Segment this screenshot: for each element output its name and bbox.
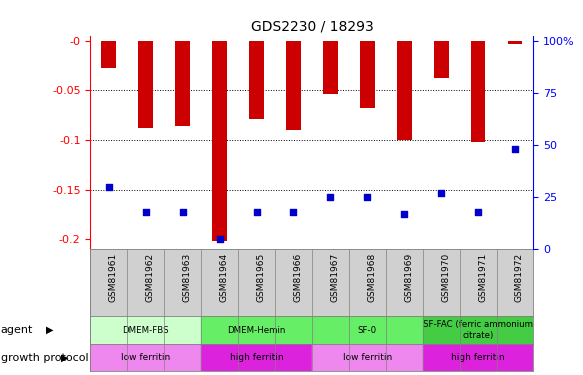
Bar bbox=[423, 316, 533, 344]
Text: SF-0: SF-0 bbox=[358, 326, 377, 334]
Bar bbox=[201, 316, 312, 344]
Text: GSM81963: GSM81963 bbox=[182, 252, 192, 302]
Text: low ferritin: low ferritin bbox=[121, 353, 170, 362]
Text: agent: agent bbox=[1, 325, 33, 335]
Bar bbox=[249, 40, 264, 119]
Text: DMEM-Hemin: DMEM-Hemin bbox=[227, 326, 286, 334]
Text: DMEM-FBS: DMEM-FBS bbox=[122, 326, 169, 334]
Bar bbox=[138, 40, 153, 128]
Point bbox=[178, 209, 187, 214]
Point bbox=[252, 209, 261, 214]
Point bbox=[215, 236, 224, 242]
Text: GSM81969: GSM81969 bbox=[404, 252, 413, 302]
Text: GSM81967: GSM81967 bbox=[331, 252, 339, 302]
Bar bbox=[101, 40, 116, 68]
Text: GSM81971: GSM81971 bbox=[478, 252, 487, 302]
Point bbox=[141, 209, 150, 214]
Bar bbox=[212, 40, 227, 241]
Point bbox=[510, 146, 519, 152]
Bar bbox=[312, 316, 423, 344]
Text: GSM81968: GSM81968 bbox=[367, 252, 376, 302]
Point bbox=[289, 209, 298, 214]
Text: GSM81966: GSM81966 bbox=[293, 252, 303, 302]
Bar bbox=[312, 344, 423, 371]
Bar bbox=[201, 344, 312, 371]
Text: GSM81965: GSM81965 bbox=[257, 252, 265, 302]
Text: GSM81964: GSM81964 bbox=[220, 252, 229, 302]
Text: high ferritin: high ferritin bbox=[230, 353, 283, 362]
Text: high ferritin: high ferritin bbox=[451, 353, 505, 362]
Bar bbox=[175, 40, 190, 126]
Bar bbox=[90, 316, 201, 344]
Bar bbox=[397, 40, 412, 140]
Point bbox=[399, 211, 409, 217]
Text: SF-FAC (ferric ammonium
citrate): SF-FAC (ferric ammonium citrate) bbox=[423, 320, 533, 340]
Text: growth protocol: growth protocol bbox=[1, 352, 88, 363]
Text: GSM81962: GSM81962 bbox=[146, 252, 154, 302]
Bar bbox=[286, 40, 301, 130]
Bar bbox=[90, 344, 201, 371]
Bar bbox=[508, 40, 522, 44]
Bar bbox=[423, 344, 533, 371]
Text: low ferritin: low ferritin bbox=[343, 353, 392, 362]
Bar bbox=[360, 40, 375, 108]
Text: GSM81970: GSM81970 bbox=[441, 252, 450, 302]
Point bbox=[104, 184, 114, 190]
Point bbox=[437, 190, 446, 196]
Bar bbox=[323, 40, 338, 94]
Text: GSM81972: GSM81972 bbox=[515, 252, 524, 302]
Bar bbox=[470, 40, 486, 142]
Text: ▶: ▶ bbox=[45, 325, 53, 335]
Bar bbox=[434, 40, 448, 78]
Title: GDS2230 / 18293: GDS2230 / 18293 bbox=[251, 19, 373, 33]
Point bbox=[326, 194, 335, 200]
Text: GSM81961: GSM81961 bbox=[109, 252, 118, 302]
Text: ▶: ▶ bbox=[61, 352, 69, 363]
Point bbox=[363, 194, 372, 200]
Point bbox=[473, 209, 483, 214]
